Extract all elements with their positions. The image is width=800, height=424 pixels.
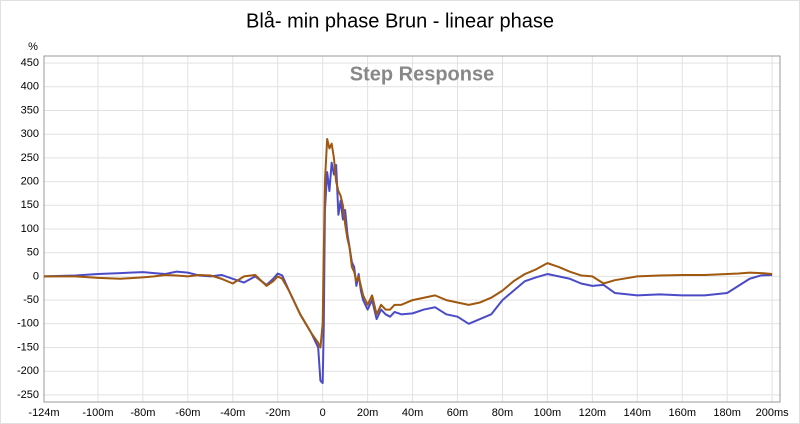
x-tick-label: 0	[320, 407, 326, 419]
x-tick-label: 180m	[713, 407, 741, 419]
y-tick-label: 300	[21, 128, 39, 140]
x-tick-label: 80m	[492, 407, 513, 419]
y-tick-label: -250	[17, 389, 39, 401]
data-line	[44, 137, 773, 349]
y-tick-label: 400	[21, 81, 39, 93]
x-tick-label: 160m	[668, 407, 696, 419]
y-tick-label: 350	[21, 104, 39, 116]
x-tick-label: -80m	[130, 407, 155, 419]
y-tick-label: -50	[23, 294, 39, 306]
plot-frame	[43, 55, 781, 403]
y-tick-label: 200	[21, 176, 39, 188]
x-tick-label: -60m	[175, 407, 200, 419]
x-tick-label: 120m	[579, 407, 607, 419]
y-tick-label: 0	[33, 270, 39, 282]
x-tick-label: 20m	[357, 407, 378, 419]
x-tick-label: -124m	[28, 407, 59, 419]
x-tick-label: -100m	[82, 407, 113, 419]
y-tick-label: -150	[17, 341, 39, 353]
y-tick-label: 50	[27, 247, 39, 259]
y-tick-label: 250	[21, 152, 39, 164]
x-tick-label: -20m	[265, 407, 290, 419]
x-tick-label: 40m	[402, 407, 423, 419]
x-tick-label: 200ms	[756, 407, 790, 419]
y-tick-label: -200	[17, 365, 39, 377]
y-tick-label: 150	[21, 199, 39, 211]
y-tick-label: 100	[21, 223, 39, 235]
y-tick-label: 450	[21, 57, 39, 69]
y-tick-label: -100	[17, 318, 39, 330]
x-tick-label: -40m	[220, 407, 245, 419]
x-tick-label: 60m	[447, 407, 468, 419]
x-tick-label: 100m	[534, 407, 562, 419]
chart-title: Blå- min phase Brun - linear phase	[246, 10, 554, 32]
y-axis-label: %	[28, 41, 38, 53]
chart-subtitle: Step Response	[350, 63, 494, 85]
x-tick-label: 140m	[624, 407, 652, 419]
